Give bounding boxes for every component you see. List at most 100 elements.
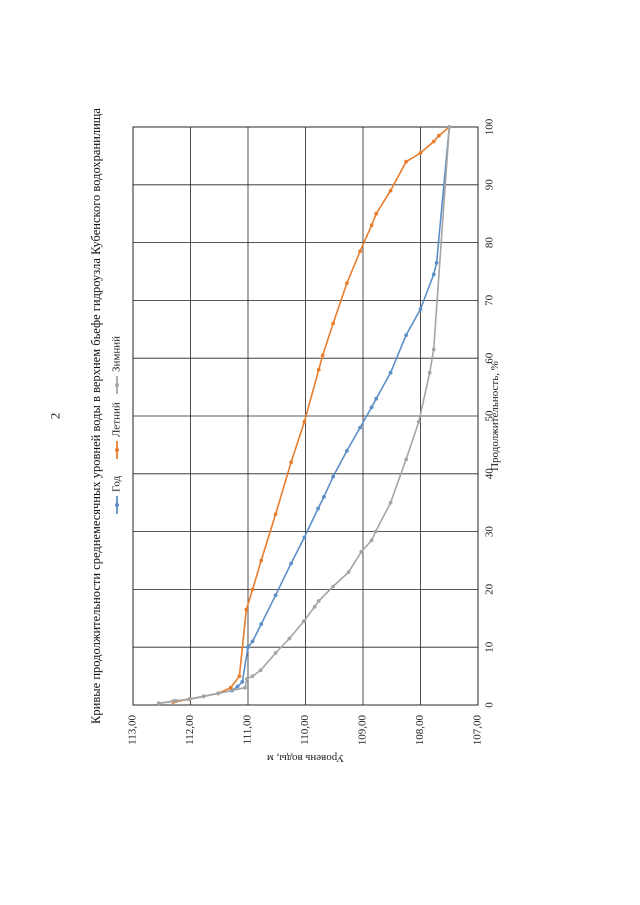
legend-item-2: Зимний <box>111 336 123 394</box>
data-point <box>359 549 364 554</box>
data-point <box>273 593 278 598</box>
x-axis-label: Продолжительность, % <box>489 361 501 471</box>
data-point <box>447 125 452 129</box>
data-point <box>201 694 206 699</box>
x-tick-label: 100 <box>484 118 496 135</box>
chart-tick-labels: 0 10 20 30 40 50 60 70 80 90 100 113,00 112,00 111,00… <box>127 118 496 745</box>
data-point <box>259 622 264 626</box>
data-point <box>404 159 408 164</box>
data-point <box>434 260 439 265</box>
data-point <box>273 651 278 655</box>
data-point <box>322 495 326 499</box>
series-line <box>173 126 450 703</box>
data-point <box>431 272 436 277</box>
chart-title: Кривые продолжительности среднемесячных … <box>89 108 103 724</box>
data-point <box>258 668 263 673</box>
data-point <box>388 188 393 193</box>
data-point <box>331 474 335 479</box>
data-point <box>243 685 248 690</box>
data-point <box>404 333 408 337</box>
x-tick-label: 10 <box>484 641 496 653</box>
series-line <box>158 126 451 705</box>
legend-item-0: Год <box>111 475 123 514</box>
data-point <box>228 685 233 690</box>
data-point <box>187 697 192 702</box>
data-point <box>346 570 351 574</box>
legend-label: Год <box>111 475 123 492</box>
x-tick-label: 60 <box>484 352 496 364</box>
data-point <box>345 448 349 453</box>
data-point <box>171 699 176 703</box>
plot-border <box>132 126 479 706</box>
data-point <box>157 701 161 706</box>
data-point <box>358 249 362 254</box>
data-point <box>431 347 436 352</box>
data-point <box>345 281 349 285</box>
data-point <box>289 561 293 566</box>
data-point <box>369 223 374 228</box>
data-point <box>316 367 321 372</box>
y-axis-label: Уровень воды, м <box>267 752 344 764</box>
data-point <box>427 370 432 375</box>
y-tick-label: 108,00 <box>414 715 426 746</box>
data-point <box>320 353 325 358</box>
y-tick-label: 110,00 <box>299 715 311 745</box>
data-point <box>245 677 249 681</box>
data-point <box>302 535 307 540</box>
series-2 <box>157 125 452 706</box>
data-point <box>273 512 278 517</box>
data-point <box>235 684 240 689</box>
data-point <box>369 405 374 410</box>
legend-marker <box>115 448 119 452</box>
data-point <box>388 370 393 375</box>
legend-marker <box>115 503 119 507</box>
x-tick-label: 40 <box>484 468 496 480</box>
legend-item-1: Летний <box>111 402 123 459</box>
chart-labels: Кривые продолжительности среднемесячных … <box>89 108 501 764</box>
x-tick-label: 70 <box>484 294 496 306</box>
y-tick-label: 111,00 <box>242 715 254 745</box>
chart-legend: Год Летний Зимний <box>111 336 123 514</box>
chart-grid <box>132 126 479 706</box>
data-point <box>289 460 293 465</box>
legend-marker <box>115 383 119 387</box>
data-point <box>431 139 436 144</box>
series-1 <box>171 125 452 704</box>
data-point <box>374 396 379 401</box>
legend-label: Летний <box>111 402 123 437</box>
x-tick-label: 0 <box>484 702 496 708</box>
x-tick-label: 20 <box>484 583 496 595</box>
series-line <box>158 126 451 705</box>
y-tick-label: 109,00 <box>357 715 369 746</box>
data-point <box>302 419 307 424</box>
x-tick-label: 50 <box>484 410 496 422</box>
data-point <box>369 538 374 543</box>
data-point <box>416 419 421 424</box>
data-point <box>316 506 320 511</box>
data-point <box>437 133 441 138</box>
chart-series <box>157 125 452 706</box>
data-point <box>250 587 255 592</box>
data-point <box>301 619 306 624</box>
data-point <box>312 604 317 609</box>
data-point <box>244 607 249 612</box>
data-point <box>240 680 245 684</box>
data-point <box>250 639 255 644</box>
data-point <box>418 151 423 155</box>
data-point <box>374 211 379 216</box>
data-point <box>316 599 321 603</box>
y-tick-label: 112,00 <box>184 715 196 745</box>
data-point <box>246 645 250 650</box>
y-tick-label: 107,00 <box>472 715 484 746</box>
x-tick-label: 80 <box>484 237 496 249</box>
data-point <box>331 321 335 326</box>
legend-label: Зимний <box>111 336 123 372</box>
data-point <box>250 674 255 678</box>
x-tick-label: 90 <box>484 179 496 191</box>
data-point <box>418 307 423 311</box>
data-point <box>216 691 221 696</box>
data-point <box>237 674 242 678</box>
data-point <box>404 457 408 462</box>
series-0 <box>157 125 452 706</box>
